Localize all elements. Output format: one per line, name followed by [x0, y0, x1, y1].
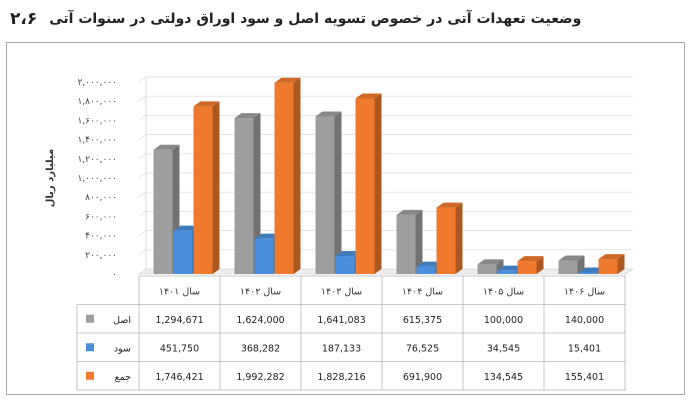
gridline-diag — [138, 172, 147, 179]
gridline-diag — [138, 115, 147, 121]
y-tick-label: ۱,۰۰۰,۰۰۰ — [77, 174, 117, 184]
table-cell: 140,000 — [565, 315, 604, 326]
table-cell: 1,746,421 — [155, 372, 203, 383]
bar-jam — [274, 77, 301, 274]
table-cell: 368,282 — [241, 343, 280, 354]
gridline-diag — [138, 76, 147, 83]
bar-asl — [315, 111, 342, 275]
category-label: سال ۱۴۰۵ — [483, 286, 524, 297]
y-tick-label: ۱,۸۰۰,۰۰۰ — [77, 97, 117, 107]
legend-label: جمع — [115, 372, 132, 383]
gridline-diag — [138, 191, 147, 198]
category-label: سال ۱۴۰۱ — [159, 286, 200, 297]
bar-jam — [436, 202, 463, 274]
category-label: سال ۱۴۰۲ — [240, 286, 281, 297]
bar-jam — [193, 101, 220, 274]
gridline-diag — [138, 249, 147, 256]
y-tick-label: ۱,۲۰۰,۰۰۰ — [77, 155, 117, 165]
bar-jam — [598, 254, 625, 274]
y-tick-label: ۲۰۰,۰۰۰ — [85, 251, 117, 261]
table-cell: 100,000 — [484, 315, 523, 326]
category-label: سال ۱۴۰۳ — [321, 286, 362, 297]
gridline-diag — [138, 134, 147, 140]
y-tick-label: ۱,۴۰۰,۰۰۰ — [77, 136, 117, 146]
gridline-diag — [138, 230, 147, 236]
chart-frame: ۰ ۲۰۰,۰۰۰ ۴۰۰,۰۰۰ ۶۰۰,۰۰۰ ۸۰۰,۰۰۰ ۱,۰۰۰,۰۰۰ ۱,… — [6, 42, 685, 395]
gridline-diag — [138, 268, 147, 275]
y-tick-label: ۸۰۰,۰۰۰ — [85, 193, 117, 203]
bar-jam — [517, 256, 544, 274]
bar-asl — [558, 255, 585, 274]
legend-key-asl — [86, 314, 94, 323]
table-cell: 15,401 — [568, 343, 601, 354]
legend-label: اصل — [113, 315, 131, 326]
table-cell: 691,900 — [403, 372, 442, 383]
data-table: سال ۱۴۰۱ سال ۱۴۰۲ سال ۱۴۰۳ سال ۱۴۰۴ سال ۱۴۰۵… — [76, 275, 626, 391]
section-number: ۲،۶ — [10, 9, 38, 29]
bar-jam — [355, 93, 382, 274]
category-label: سال ۱۴۰۴ — [402, 286, 443, 297]
legend-key-jam — [86, 371, 94, 380]
legend-label: سود — [114, 343, 131, 354]
page-title: ۲،۶ وضعیت تعهدات آتی در خصوص تسویه اصل و… — [10, 6, 690, 32]
y-tick-label: ۶۰۰,۰۰۰ — [85, 212, 117, 222]
table-cell: 1,624,000 — [236, 315, 284, 326]
table-cell: 1,992,282 — [236, 372, 284, 383]
table-cell: 615,375 — [403, 315, 442, 326]
table-cell: 155,401 — [565, 372, 604, 383]
bars — [153, 77, 625, 275]
y-tick-label: ۱,۶۰۰,۰۰۰ — [77, 116, 117, 126]
category-label: سال ۱۴۰۶ — [564, 286, 605, 297]
table-cell: 187,133 — [322, 343, 361, 354]
table-cell: 76,525 — [406, 343, 439, 354]
bar-asl — [396, 209, 423, 274]
bar-chart: ۰ ۲۰۰,۰۰۰ ۴۰۰,۰۰۰ ۶۰۰,۰۰۰ ۸۰۰,۰۰۰ ۱,۰۰۰,۰۰۰ ۱,… — [45, 76, 634, 391]
y-tick-label: ۴۰۰,۰۰۰ — [85, 232, 117, 242]
gridline-diag — [138, 153, 147, 160]
table-cell: 451,750 — [160, 343, 199, 354]
table-cell: 134,545 — [484, 372, 523, 383]
table-cell: 1,828,216 — [317, 372, 365, 383]
bar-asl — [234, 113, 261, 274]
y-tick-label: ۰ — [112, 270, 117, 280]
legend-key-sood — [86, 343, 94, 352]
table-cell: 1,641,083 — [317, 315, 365, 326]
y-axis: ۰ ۲۰۰,۰۰۰ ۴۰۰,۰۰۰ ۶۰۰,۰۰۰ ۸۰۰,۰۰۰ ۱,۰۰۰,۰۰۰ ۱,… — [45, 78, 117, 280]
table-cell: 34,545 — [487, 343, 520, 354]
chart-heading: وضعیت تعهدات آتی در خصوص تسویه اصل و سود… — [49, 11, 582, 27]
gridline-diag — [138, 95, 147, 102]
table-cell: 1,294,671 — [155, 315, 203, 326]
y-tick-label: ۲,۰۰۰,۰۰۰ — [77, 78, 117, 88]
gridline-diag — [138, 211, 147, 217]
y-axis-title: میلیارد ریال — [45, 149, 56, 208]
